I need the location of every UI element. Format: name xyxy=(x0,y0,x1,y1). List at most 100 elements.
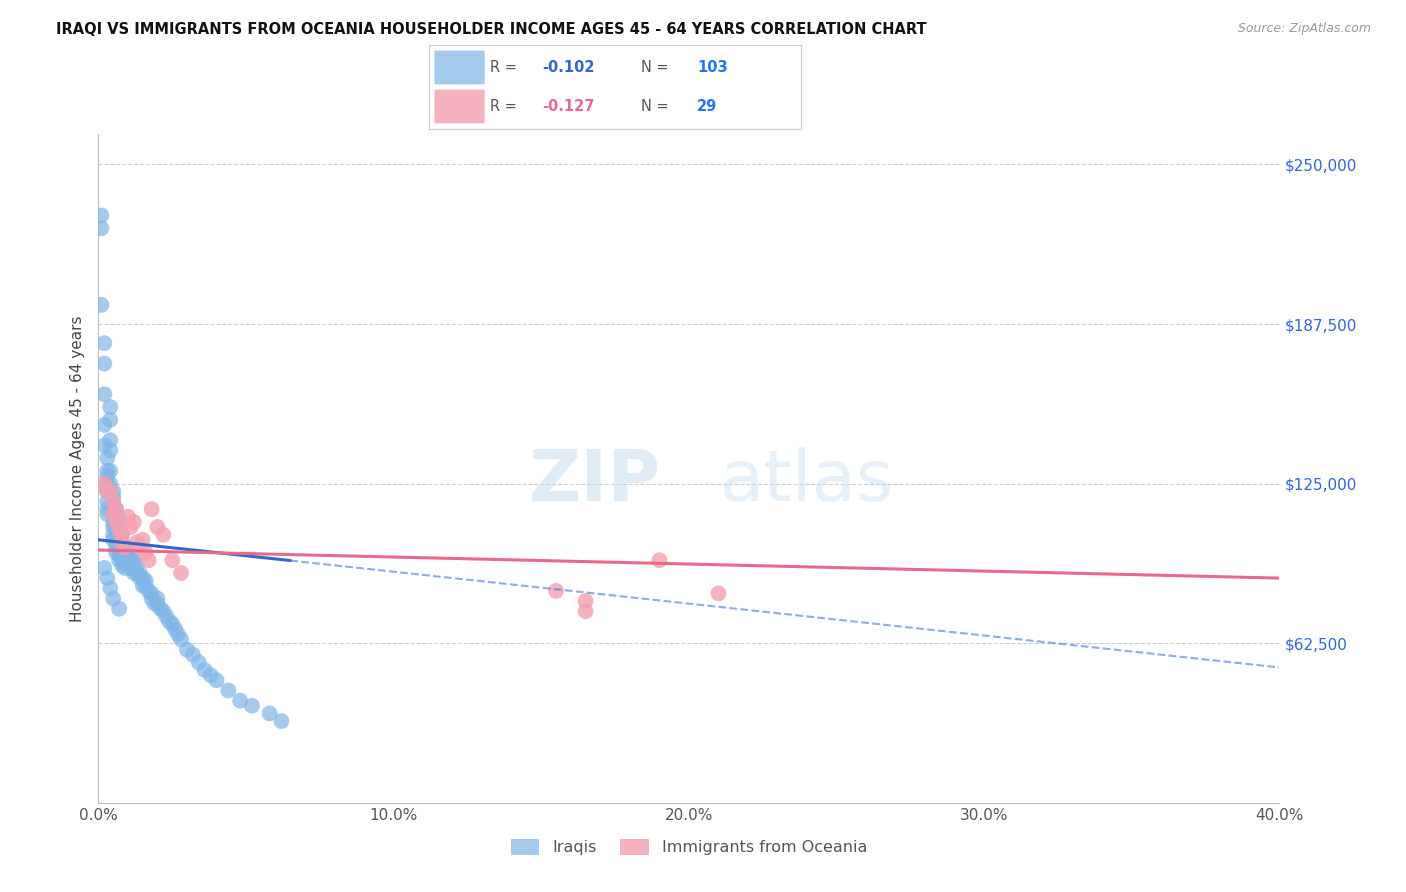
Point xyxy=(93,357,115,371)
Legend: Iraqis, Immigrants from Oceania: Iraqis, Immigrants from Oceania xyxy=(505,832,873,862)
Point xyxy=(181,648,204,662)
Point xyxy=(117,509,139,524)
Point xyxy=(135,579,157,593)
Point xyxy=(132,571,155,585)
Point xyxy=(117,558,139,573)
Point xyxy=(96,502,118,516)
Point xyxy=(93,476,115,491)
Point xyxy=(546,583,568,598)
Point xyxy=(105,502,128,516)
Point xyxy=(93,336,115,351)
Point xyxy=(105,515,128,529)
Point xyxy=(141,502,163,516)
Point xyxy=(98,434,121,448)
Point xyxy=(135,574,157,588)
Text: R =: R = xyxy=(491,99,522,114)
Point xyxy=(117,541,139,555)
Point xyxy=(105,509,128,524)
Point xyxy=(98,400,121,414)
Point xyxy=(108,509,131,524)
Point xyxy=(122,566,145,580)
Point xyxy=(165,622,187,636)
Point xyxy=(96,484,118,499)
Point xyxy=(108,527,131,541)
Point xyxy=(111,535,134,549)
Point xyxy=(98,443,121,458)
Point xyxy=(152,604,174,618)
Point xyxy=(152,527,174,541)
Point xyxy=(96,464,118,478)
Point xyxy=(103,494,125,508)
Point xyxy=(259,706,281,721)
Point xyxy=(98,484,121,499)
Point xyxy=(125,558,148,573)
Point xyxy=(132,533,155,547)
Text: IRAQI VS IMMIGRANTS FROM OCEANIA HOUSEHOLDER INCOME AGES 45 - 64 YEARS CORRELATI: IRAQI VS IMMIGRANTS FROM OCEANIA HOUSEHO… xyxy=(56,22,927,37)
Point xyxy=(648,553,671,567)
Point xyxy=(167,627,190,641)
Point xyxy=(103,494,125,508)
Point xyxy=(120,548,142,562)
Point xyxy=(120,520,142,534)
Point xyxy=(108,541,131,555)
Point xyxy=(162,617,183,632)
Point xyxy=(270,714,292,728)
Point xyxy=(105,502,128,516)
Point xyxy=(108,523,131,537)
Point xyxy=(128,571,150,585)
Point xyxy=(111,541,134,555)
Point xyxy=(103,520,125,534)
Point xyxy=(96,508,118,522)
Point xyxy=(93,387,115,401)
Point xyxy=(114,541,136,555)
Point xyxy=(170,632,193,647)
Point xyxy=(575,594,598,608)
Point xyxy=(96,571,118,585)
Point xyxy=(125,535,148,549)
FancyBboxPatch shape xyxy=(434,51,485,85)
Point xyxy=(96,494,118,508)
Point xyxy=(111,548,134,562)
Point xyxy=(90,298,112,312)
Text: Source: ZipAtlas.com: Source: ZipAtlas.com xyxy=(1237,22,1371,36)
Point xyxy=(103,533,125,547)
Point xyxy=(108,553,131,567)
Text: ZIP: ZIP xyxy=(529,447,661,516)
Point xyxy=(132,579,155,593)
Point xyxy=(217,683,239,698)
Point xyxy=(120,553,142,567)
Point xyxy=(114,553,136,567)
Point xyxy=(157,615,180,629)
Point xyxy=(111,527,134,541)
Point xyxy=(108,533,131,547)
Point xyxy=(108,601,131,615)
Point xyxy=(103,489,125,503)
Point xyxy=(575,604,598,618)
Point xyxy=(146,591,169,606)
Point xyxy=(114,548,136,562)
Point xyxy=(105,520,128,534)
Point xyxy=(120,561,142,575)
Point xyxy=(103,527,125,541)
Point xyxy=(122,553,145,567)
Point xyxy=(90,221,112,235)
Text: R =: R = xyxy=(491,60,522,75)
Text: N =: N = xyxy=(641,60,673,75)
Text: atlas: atlas xyxy=(720,447,894,516)
Point xyxy=(200,668,222,682)
Point xyxy=(105,527,128,541)
Point xyxy=(138,553,160,567)
Point xyxy=(111,553,134,567)
Point xyxy=(128,541,150,555)
Point xyxy=(114,561,136,575)
Point xyxy=(108,548,131,562)
Point xyxy=(93,417,115,432)
Point xyxy=(138,583,160,598)
Point xyxy=(103,515,125,529)
Point xyxy=(108,520,131,534)
Point xyxy=(229,693,252,707)
Point xyxy=(170,566,193,580)
Point xyxy=(93,561,115,575)
Point xyxy=(105,545,128,559)
Point xyxy=(98,582,121,596)
